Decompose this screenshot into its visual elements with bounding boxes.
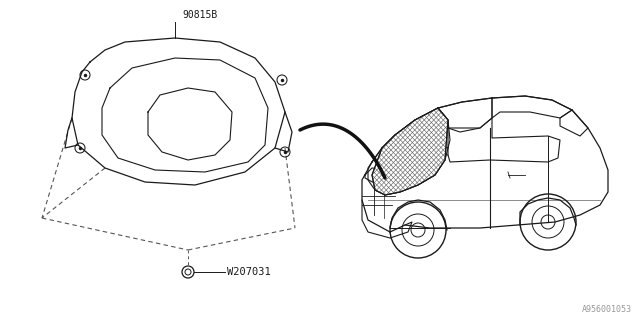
Text: 90815B: 90815B bbox=[182, 10, 217, 20]
Polygon shape bbox=[372, 108, 448, 195]
Text: A956001053: A956001053 bbox=[582, 305, 632, 314]
Text: W207031: W207031 bbox=[227, 267, 271, 277]
